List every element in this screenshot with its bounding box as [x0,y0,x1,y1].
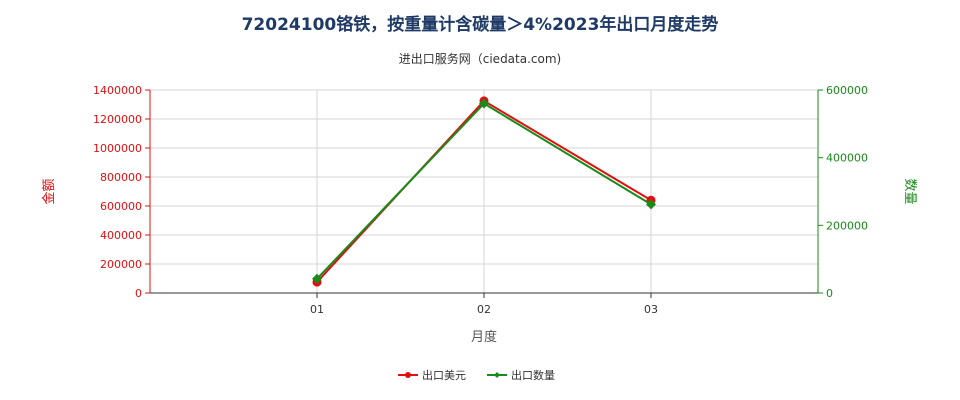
series-point-2 [479,98,489,109]
series-lines [312,96,656,287]
legend-label-1: 出口美元 [422,368,466,382]
left-tick-label: 400000 [100,229,142,242]
right-axis-ticks: 0 200000 400000 600000 [818,84,868,300]
left-tick-label: 1400000 [93,84,142,97]
chart-subtitle: 进出口服务网（ciedata.com) [398,52,562,66]
legend-label-2: 出口数量 [511,368,555,382]
left-tick-label: 600000 [100,200,142,213]
right-tick-label: 200000 [826,219,868,232]
right-tick-label: 600000 [826,84,868,97]
left-tick-label: 1000000 [93,142,142,155]
legend-marker-1 [405,372,411,378]
x-axis-title: 月度 [471,329,497,345]
left-axis-ticks: 0 200000 400000 600000 800000 1000000 1200000 1… [93,84,150,300]
left-tick-label: 1200000 [93,113,142,126]
x-tick-label: 02 [477,303,491,316]
x-axis-ticks: 01 02 03 [310,293,658,316]
left-tick-label: 200000 [100,258,142,271]
left-tick-label: 800000 [100,171,142,184]
series-point-2 [312,273,322,284]
right-tick-label: 0 [826,287,833,300]
left-axis-title: 金额 [41,178,57,204]
legend-marker-2 [494,372,500,378]
grid-lines [150,89,819,294]
x-tick-label: 01 [310,303,324,316]
legend: 出口美元 出口数量 [398,368,555,382]
left-tick-label: 0 [135,287,142,300]
right-tick-label: 400000 [826,152,868,165]
x-tick-label: 03 [644,303,658,316]
series-point-2 [646,199,656,210]
chart-title: 72024100铬铁，按重量计含碳量＞4%2023年出口月度走势 [241,15,719,35]
right-axis-title: 数量 [902,178,917,204]
